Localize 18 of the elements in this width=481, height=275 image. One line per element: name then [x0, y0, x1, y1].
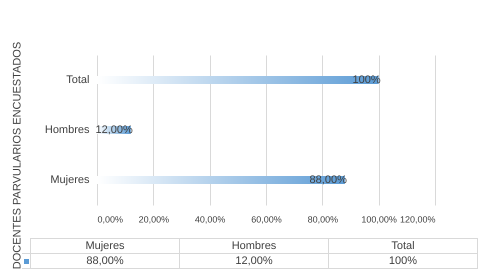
x-tick-label: 80,00% — [308, 214, 338, 224]
x-tick-label: 60,00% — [251, 214, 282, 224]
x-tick-label: 0,00% — [98, 214, 124, 224]
y-tick-label: Hombres — [44, 124, 90, 136]
category-label: Mujeres — [85, 240, 125, 252]
x-tick-label: 40,00% — [194, 214, 226, 224]
y-axis-title: DOCENTES PARVULARIOS ENCUESTADOS — [12, 42, 24, 270]
text: 100% — [388, 255, 418, 267]
y-tick-label: Mujeres — [50, 174, 90, 186]
x-tick-label: 120,00% — [400, 214, 436, 224]
y-tick-label: Total — [66, 74, 90, 86]
x-tick-label: 20,00% — [138, 214, 170, 224]
category-label: Hombres — [232, 240, 276, 252]
text: 12,00% — [235, 255, 273, 267]
category-label: Total — [391, 240, 415, 252]
data-label: 12,00% — [95, 124, 134, 136]
text: 88,00% — [86, 255, 124, 267]
x-tick-label: 100,00% — [361, 214, 397, 224]
